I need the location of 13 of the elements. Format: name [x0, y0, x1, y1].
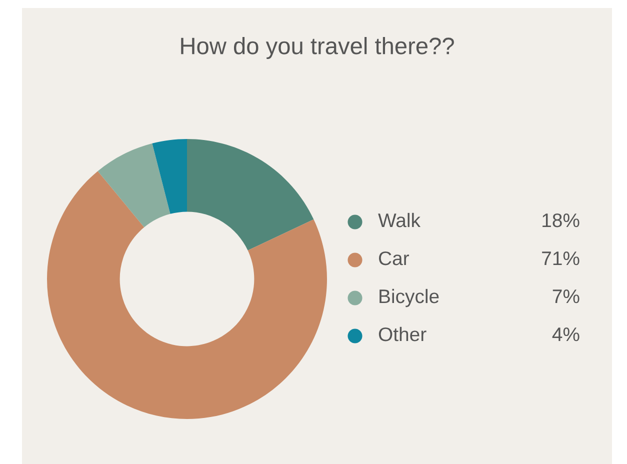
legend-label: Bicycle: [380, 288, 439, 308]
legend-label: Car: [378, 251, 410, 266]
donut-slice: [152, 139, 187, 214]
data-label: 7%: [552, 290, 580, 304]
legend-label: Other: [378, 326, 426, 342]
legend-label: Walk: [378, 212, 421, 228]
chart-title: How do you travel there??: [181, 36, 454, 60]
data-label: 18%: [542, 213, 580, 228]
donut-slice: [98, 143, 170, 228]
donut-slice: [47, 171, 327, 419]
donut-slice: [187, 139, 314, 250]
data-label: 71%: [542, 252, 580, 266]
data-label: 4%: [552, 328, 580, 342]
